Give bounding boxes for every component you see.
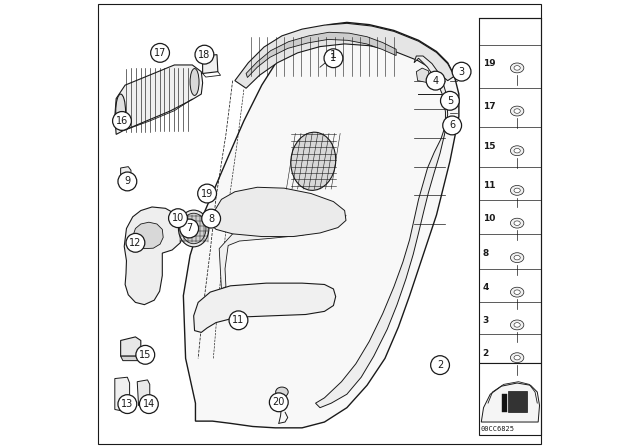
Text: 16: 16 [116,116,128,126]
Circle shape [431,356,449,375]
Circle shape [118,172,137,191]
Text: 1: 1 [330,50,337,60]
Text: 00CC6825: 00CC6825 [481,426,515,432]
FancyBboxPatch shape [508,391,527,412]
Text: 17: 17 [154,48,166,58]
Polygon shape [220,215,346,289]
Ellipse shape [511,106,524,116]
Ellipse shape [514,188,520,193]
Text: 18: 18 [198,50,211,60]
Circle shape [426,71,445,90]
Circle shape [140,395,158,414]
Ellipse shape [190,69,199,95]
Ellipse shape [511,63,524,73]
Text: 7: 7 [186,224,192,233]
Circle shape [180,219,198,238]
Circle shape [126,233,145,252]
Ellipse shape [179,210,209,247]
Text: 8: 8 [483,249,489,258]
Ellipse shape [511,146,524,155]
Ellipse shape [514,109,520,113]
Circle shape [113,112,131,130]
Text: 1: 1 [330,53,337,63]
Circle shape [324,49,343,68]
Text: 8: 8 [208,214,214,224]
Text: 2: 2 [483,349,489,358]
Text: 10: 10 [172,213,184,223]
Text: 10: 10 [483,214,495,223]
Ellipse shape [514,221,520,225]
Ellipse shape [514,148,520,153]
Text: 17: 17 [483,102,495,111]
Text: 4: 4 [433,76,438,86]
Text: 15: 15 [139,350,152,360]
Text: 19: 19 [201,189,213,198]
Polygon shape [184,22,459,428]
Polygon shape [137,380,150,407]
Text: 9: 9 [124,177,131,186]
Text: 11: 11 [232,315,244,325]
Text: 3: 3 [483,316,489,325]
FancyBboxPatch shape [479,363,541,435]
FancyBboxPatch shape [502,394,507,412]
Polygon shape [124,207,184,305]
Circle shape [195,45,214,64]
Ellipse shape [511,353,524,362]
Polygon shape [115,65,203,134]
Polygon shape [132,222,163,249]
Circle shape [440,91,460,110]
Ellipse shape [514,255,520,260]
FancyBboxPatch shape [479,18,541,363]
Circle shape [452,62,471,81]
Ellipse shape [514,290,520,294]
Text: 15: 15 [483,142,495,151]
Text: 14: 14 [143,399,155,409]
Circle shape [198,184,216,203]
Ellipse shape [511,185,524,195]
Polygon shape [246,32,396,78]
Ellipse shape [511,320,524,330]
Ellipse shape [181,213,206,244]
Ellipse shape [437,360,445,367]
Circle shape [229,311,248,330]
Polygon shape [203,55,218,73]
Circle shape [168,209,188,228]
Polygon shape [316,56,448,408]
Text: 3: 3 [458,67,465,77]
Ellipse shape [514,355,520,360]
Ellipse shape [291,132,336,190]
Text: 19: 19 [483,59,495,68]
Polygon shape [210,187,346,237]
Ellipse shape [511,253,524,263]
Circle shape [269,393,288,412]
Circle shape [443,116,461,135]
Polygon shape [481,383,540,422]
Circle shape [150,43,170,62]
Polygon shape [194,283,336,332]
Polygon shape [121,337,141,356]
Polygon shape [121,167,131,177]
Ellipse shape [435,358,448,370]
Polygon shape [417,68,430,82]
Ellipse shape [276,387,288,397]
Ellipse shape [511,287,524,297]
Text: 6: 6 [449,121,455,130]
Text: 20: 20 [273,397,285,407]
Polygon shape [121,356,141,361]
Text: 13: 13 [121,399,134,409]
Ellipse shape [511,218,524,228]
Text: 2: 2 [437,360,443,370]
Text: 12: 12 [129,238,141,248]
Ellipse shape [116,94,125,130]
Polygon shape [235,23,454,88]
Ellipse shape [514,66,520,70]
Text: 4: 4 [483,283,489,292]
Text: 5: 5 [447,96,453,106]
Text: 11: 11 [483,181,495,190]
Circle shape [202,209,221,228]
Circle shape [136,345,155,364]
Polygon shape [115,377,130,411]
Circle shape [118,395,137,414]
Ellipse shape [514,323,520,327]
